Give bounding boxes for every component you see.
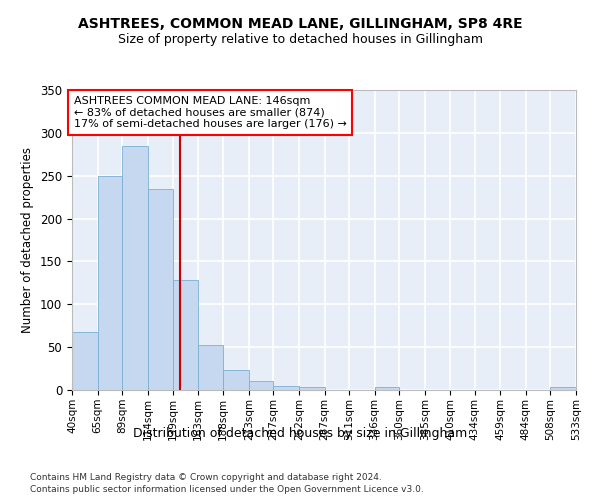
Bar	[274, 386, 299, 390]
Bar	[148, 188, 173, 390]
Bar	[299, 386, 325, 390]
Text: Contains HM Land Registry data © Crown copyright and database right 2024.: Contains HM Land Registry data © Crown c…	[30, 472, 382, 482]
Bar	[98, 176, 122, 390]
Y-axis label: Number of detached properties: Number of detached properties	[22, 147, 34, 333]
Bar	[374, 388, 399, 390]
Text: Distribution of detached houses by size in Gillingham: Distribution of detached houses by size …	[133, 428, 467, 440]
Bar	[173, 280, 198, 390]
Bar	[249, 382, 274, 390]
Text: ASHTREES, COMMON MEAD LANE, GILLINGHAM, SP8 4RE: ASHTREES, COMMON MEAD LANE, GILLINGHAM, …	[77, 18, 523, 32]
Bar	[198, 346, 223, 390]
Text: Contains public sector information licensed under the Open Government Licence v3: Contains public sector information licen…	[30, 485, 424, 494]
Text: ASHTREES COMMON MEAD LANE: 146sqm
← 83% of detached houses are smaller (874)
17%: ASHTREES COMMON MEAD LANE: 146sqm ← 83% …	[74, 96, 347, 129]
Bar	[550, 388, 576, 390]
Bar	[72, 332, 98, 390]
Text: Size of property relative to detached houses in Gillingham: Size of property relative to detached ho…	[118, 32, 482, 46]
Bar	[122, 146, 148, 390]
Bar	[223, 370, 249, 390]
